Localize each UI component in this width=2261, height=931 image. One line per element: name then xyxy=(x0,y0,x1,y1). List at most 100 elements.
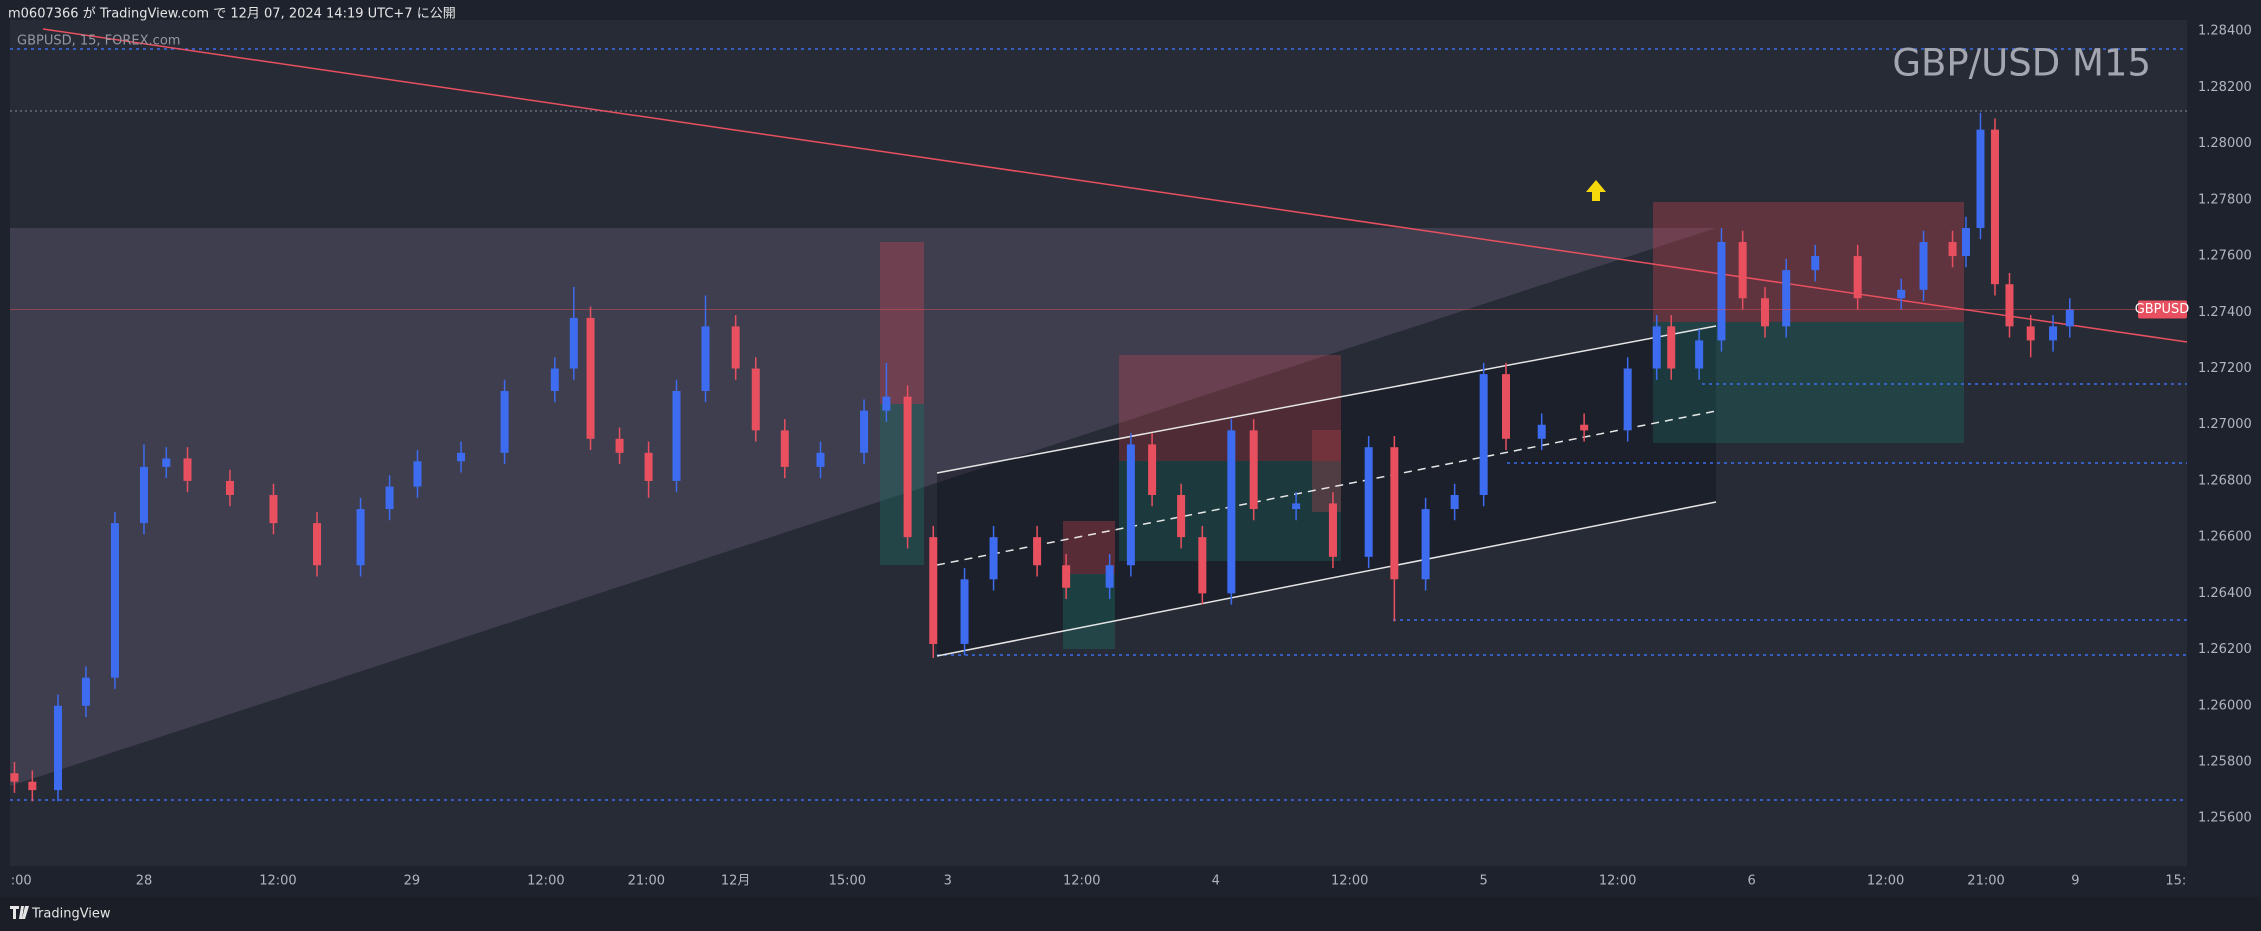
y-tick-label: 1.25800 xyxy=(2198,755,2252,770)
x-tick-label: 6 xyxy=(1747,874,1755,889)
candle-body xyxy=(1623,368,1632,431)
target-zone xyxy=(880,404,924,565)
y-tick-label: 1.26000 xyxy=(2198,698,2252,713)
candle-body xyxy=(1450,494,1459,510)
candle-body xyxy=(54,705,63,791)
x-tick-label: 5 xyxy=(1480,874,1488,889)
symbol-label: GBPUSD, 15, FOREX.com xyxy=(17,34,180,49)
candle-body xyxy=(1811,256,1820,271)
candle-body xyxy=(162,458,171,467)
price-tag-bg xyxy=(2138,300,2187,319)
candle-body xyxy=(989,537,998,580)
x-tick-label: 9 xyxy=(2071,874,2079,889)
publish-info: m0607366 が TradingView.com で 12月 07, 202… xyxy=(8,7,456,22)
channel-lower xyxy=(936,501,1717,657)
candle-body xyxy=(701,326,710,392)
candle-body xyxy=(1976,129,1985,228)
candle-body xyxy=(816,452,825,467)
y-tick-label: 1.26200 xyxy=(2198,642,2252,657)
candle-body xyxy=(1853,256,1862,299)
candle-body xyxy=(183,458,192,481)
candle-body xyxy=(413,461,422,487)
footer xyxy=(0,897,2261,931)
price-tag: GBPUSD xyxy=(2135,302,2190,317)
y-tick-label: 1.28200 xyxy=(2198,80,2252,95)
candle-body xyxy=(269,494,278,524)
candle-body xyxy=(1717,242,1726,341)
arrow-icon xyxy=(1586,180,1606,201)
candles xyxy=(10,112,2074,802)
y-tick-label: 1.27200 xyxy=(2198,361,2252,376)
candle-body xyxy=(28,781,37,791)
candle-body xyxy=(110,523,119,678)
candle-body xyxy=(1177,494,1186,538)
candle-body xyxy=(1580,424,1589,431)
candle-body xyxy=(569,317,578,369)
candle-body xyxy=(1667,326,1676,369)
x-tick-label: 12月 xyxy=(721,874,751,889)
candle-body xyxy=(1033,537,1042,566)
candle-body xyxy=(2065,309,2074,327)
x-tick-label: 12:00 xyxy=(1331,874,1368,889)
y-tick-label: 1.27400 xyxy=(2198,305,2252,320)
candle-body xyxy=(1328,503,1337,557)
candle-body xyxy=(1421,509,1430,580)
trend-line xyxy=(42,28,2188,343)
stop-zone xyxy=(1312,430,1341,512)
x-tick-label: 12:00 xyxy=(259,874,296,889)
y-tick-label: 1.25600 xyxy=(2198,811,2252,826)
candle-body xyxy=(1948,242,1957,257)
candle-body xyxy=(1738,242,1747,299)
y-tick-label: 1.26600 xyxy=(2198,530,2252,545)
logo xyxy=(10,906,29,919)
y-tick-label: 1.26800 xyxy=(2198,473,2252,488)
stop-zone xyxy=(1063,521,1115,574)
candle-body xyxy=(81,677,90,706)
channel-upper xyxy=(936,325,1717,474)
candle-body xyxy=(2049,326,2058,341)
candle-body xyxy=(356,509,365,566)
stop-zone xyxy=(880,242,924,404)
candle-body xyxy=(550,368,559,392)
candle-body xyxy=(929,537,938,644)
candle-body xyxy=(1501,374,1510,439)
candle-body xyxy=(615,438,624,453)
shaded-zone xyxy=(10,228,1716,786)
x-tick-label: 28 xyxy=(136,874,153,889)
x-tick-label: 29 xyxy=(404,874,421,889)
candle-body xyxy=(500,391,509,453)
candle-body xyxy=(313,523,322,566)
candle-body xyxy=(903,396,912,538)
x-tick-label: 12:00 xyxy=(1867,874,1904,889)
candle-body xyxy=(1897,289,1906,299)
x-tick-label: 15:00 xyxy=(829,874,866,889)
candle-body xyxy=(1105,565,1114,588)
candle-body xyxy=(139,466,148,524)
x-tick-label: :00 xyxy=(11,874,32,889)
candle-body xyxy=(1198,537,1207,594)
x-tick-label: 12:00 xyxy=(1599,874,1636,889)
candle-body xyxy=(1961,227,1970,257)
candle-body xyxy=(586,317,595,439)
chart-title: GBP/USD M15 xyxy=(1892,42,2151,85)
candle-body xyxy=(672,391,681,481)
x-tick-label: 4 xyxy=(1212,874,1220,889)
candle-body xyxy=(1148,444,1157,495)
candle-body xyxy=(1227,430,1236,594)
y-tick-label: 1.27800 xyxy=(2198,192,2252,207)
x-tick-label: 12:00 xyxy=(527,874,564,889)
y-tick-label: 1.27000 xyxy=(2198,417,2252,432)
candle-body xyxy=(1760,298,1769,327)
candle-body xyxy=(644,452,653,481)
brand: TradingView xyxy=(31,907,111,922)
channel-mid xyxy=(936,410,1717,566)
candle-body xyxy=(1126,444,1135,566)
candle-body xyxy=(780,430,789,467)
candle-body xyxy=(2026,326,2035,341)
candle-body xyxy=(1695,340,1704,369)
candle-body xyxy=(860,410,869,453)
candle-body xyxy=(882,396,891,411)
candle-body xyxy=(1292,503,1301,510)
candle-body xyxy=(2005,284,2014,327)
